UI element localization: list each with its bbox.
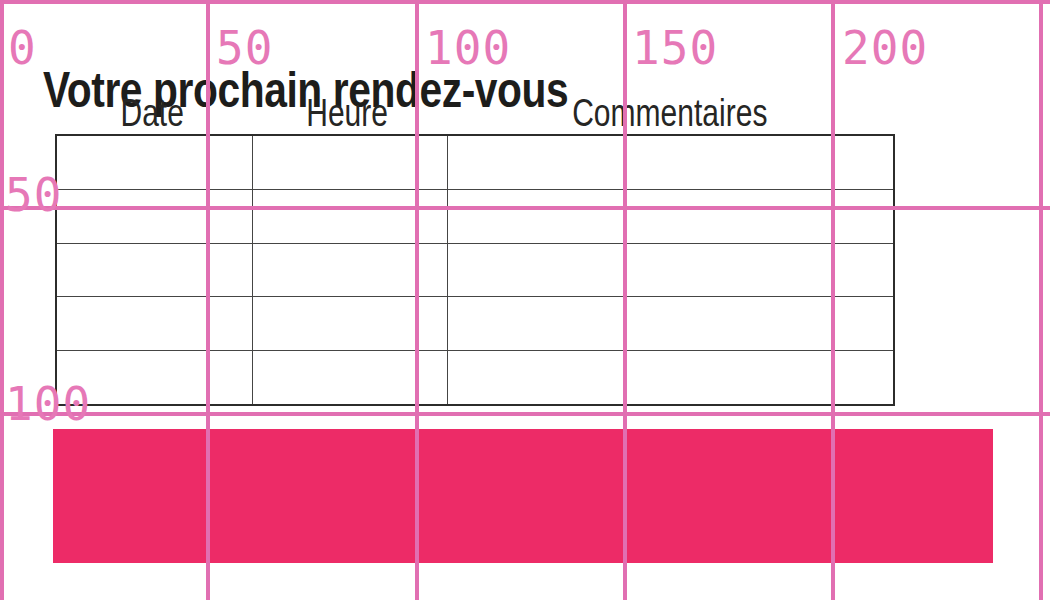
table-row [57,243,893,297]
column-header-commentaires: Commentaires [445,93,895,132]
ruler-label: 50 [5,172,62,218]
table-cell [57,190,252,243]
table-cell [57,244,252,297]
ruler-horizontal-line [0,412,1050,416]
table-cell [447,244,893,297]
ruler-label: 150 [632,25,718,71]
table-cell [252,244,447,297]
column-header-heure: Heure [250,93,445,132]
column-header-commentaires-label: Commentaires [572,93,767,132]
ruler-horizontal-line [0,0,1050,4]
table-cell [252,351,447,404]
table-cell [252,297,447,350]
table-cell [57,297,252,350]
table-row [57,189,893,243]
table-cell [252,190,447,243]
highlight-banner [53,429,993,563]
ruler-vertical-line [1039,0,1042,600]
column-header-date: Date [55,93,250,132]
ruler-vertical-line [0,0,3,600]
table-row [57,296,893,350]
ruler-label: 0 [8,25,37,71]
table-cell [57,136,252,189]
table-cell [447,297,893,350]
table-cell [447,136,893,189]
ruler-label: 200 [842,25,928,71]
table-cell [447,351,893,404]
table-cell [57,351,252,404]
document-page: Votre prochain rendez-vous Date Heure Co… [0,0,1050,600]
table-row [57,350,893,404]
column-header-heure-label: Heure [307,93,389,132]
table-cell [447,190,893,243]
column-header-date-label: Date [121,93,184,132]
table-cell [252,136,447,189]
appointments-table [55,134,895,406]
table-row [57,136,893,189]
